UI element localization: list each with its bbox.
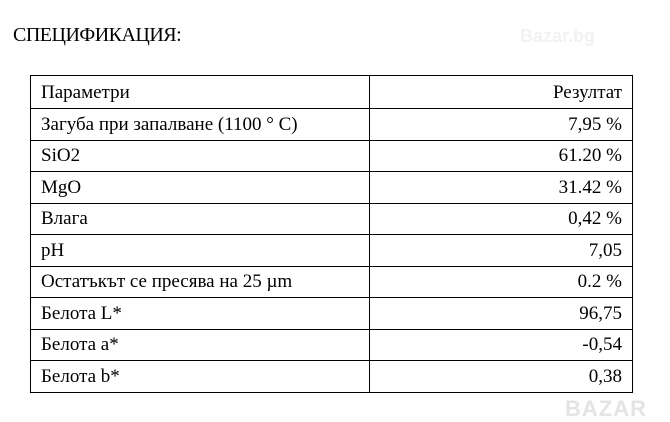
table-header-row: Параметри Резултат [30,75,633,109]
page-title: СПЕЦИФИКАЦИЯ: [13,24,182,46]
table-row: MgO 31.42 % [30,171,633,204]
result-cell: 0,38 [369,360,633,393]
parameter-cell: Белота b* [30,360,370,393]
parameter-cell: pH [30,234,370,267]
table-row: Загуба при запалване (1100 ° C) 7,95 % [30,108,633,141]
result-cell: -0,54 [369,328,633,361]
result-cell: 7,05 [369,234,633,267]
result-cell: 61.20 % [369,139,633,172]
watermark: Bazar.bg [520,26,596,46]
table-row: Белота b* 0,38 [30,360,633,393]
result-cell: 0,42 % [369,202,633,235]
table-row: SiO2 61.20 % [30,139,633,172]
header-parameters: Параметри [30,75,370,109]
parameter-cell: SiO2 [30,139,370,172]
result-cell: 96,75 [369,297,633,330]
result-cell: 31.42 % [369,171,633,204]
parameter-cell: Влага [30,202,370,235]
parameter-cell: MgO [30,171,370,204]
header-result: Резултат [369,75,633,109]
table-row: Белота a* -0,54 [30,328,633,361]
parameter-cell: Белота a* [30,328,370,361]
table-row: Влага 0,42 % [30,202,633,235]
bazar-logo: BAZAR [565,396,647,421]
specification-table: Параметри Резултат Загуба при запалване … [30,75,633,393]
parameter-cell: Остатъкът се пресява на 25 µm [30,265,370,298]
parameter-cell: Загуба при запалване (1100 ° C) [30,108,370,141]
result-cell: 7,95 % [369,108,633,141]
table-row: Остатъкът се пресява на 25 µm 0.2 % [30,265,633,298]
result-cell: 0.2 % [369,265,633,298]
table-row: pH 7,05 [30,234,633,267]
parameter-cell: Белота L* [30,297,370,330]
table-row: Белота L* 96,75 [30,297,633,330]
